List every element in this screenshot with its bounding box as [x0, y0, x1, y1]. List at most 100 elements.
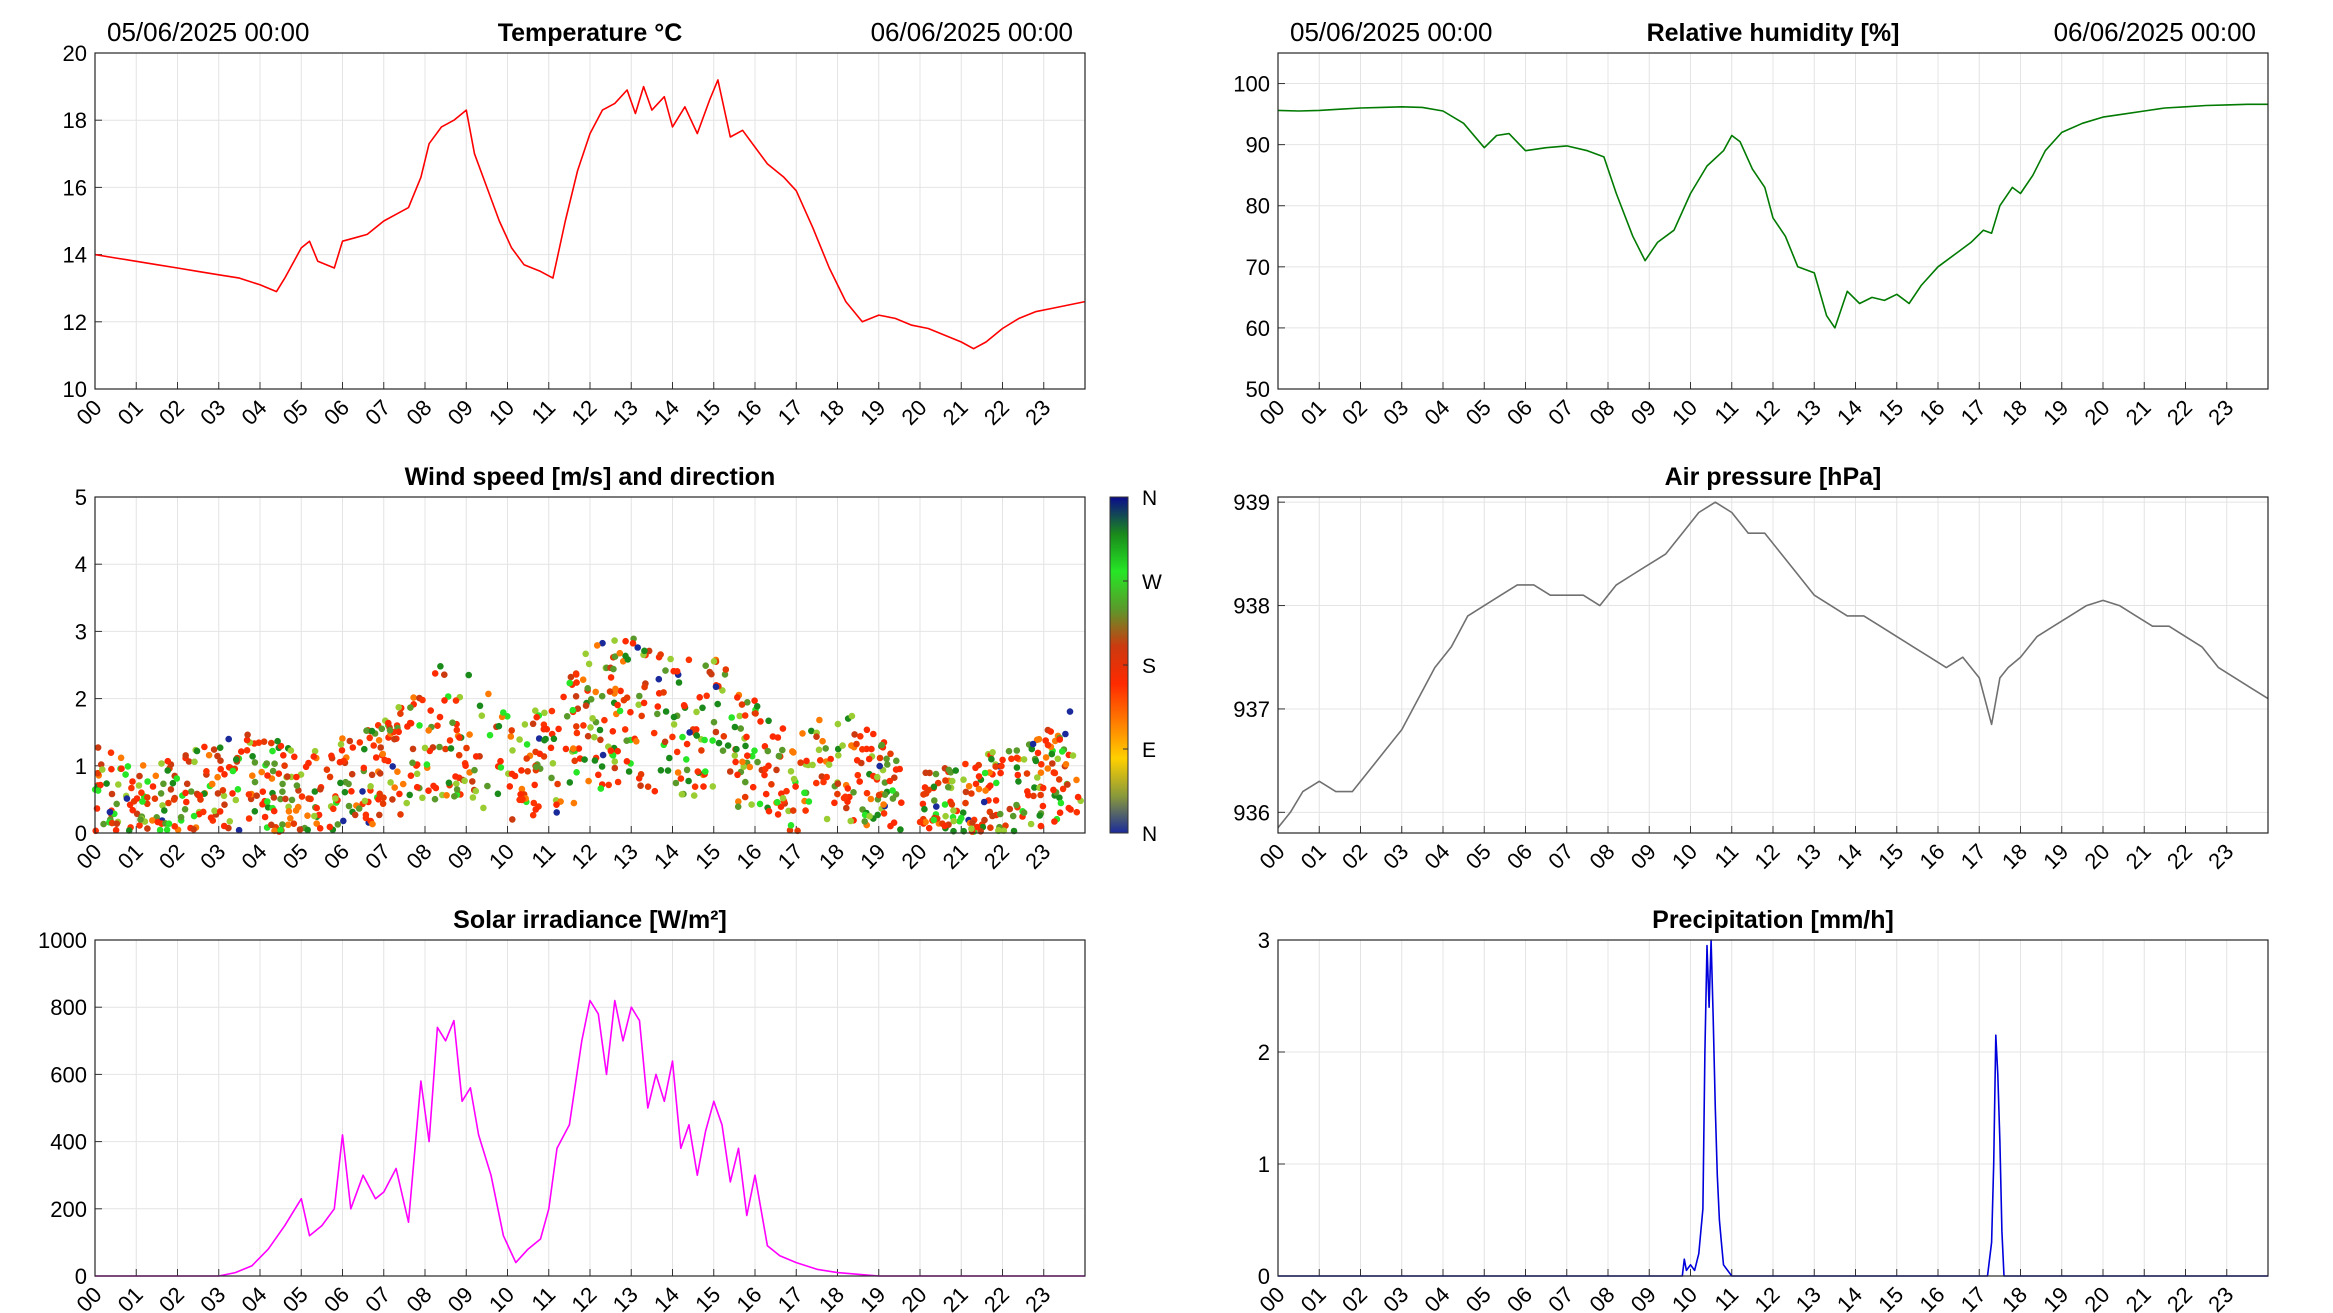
wind-point: [264, 772, 271, 779]
wind-point: [1059, 785, 1067, 793]
wind-point: [396, 790, 403, 798]
pressure-series-line: [1277, 501, 2269, 829]
wind-point: [349, 744, 357, 751]
wind-point: [367, 783, 374, 790]
humidity-x-tick-label: 20: [2080, 395, 2115, 430]
wind-x-tick-label: 09: [443, 839, 478, 874]
wind-point: [245, 815, 253, 822]
wind-point: [797, 759, 804, 766]
wind-point: [139, 762, 147, 769]
humidity-x-tick-label: 21: [2121, 395, 2156, 430]
wind-point: [609, 728, 617, 735]
wind-point: [655, 675, 663, 683]
wind-point: [584, 732, 592, 740]
precipitation-x-tick-label: 10: [1667, 1282, 1702, 1313]
wind-point: [744, 752, 751, 759]
temperature-x-tick-label: 02: [154, 395, 189, 430]
wind-point: [361, 745, 368, 753]
wind-point: [164, 757, 172, 765]
wind-point: [124, 763, 132, 770]
wind-point: [425, 727, 433, 734]
wind-point: [952, 767, 959, 774]
wind-point: [226, 818, 234, 825]
wind-point: [389, 796, 396, 803]
wind-point: [419, 794, 426, 802]
wind-point: [861, 818, 868, 825]
solar-x-tick-label: 02: [154, 1282, 189, 1313]
wind-point: [779, 746, 786, 754]
wind-point: [214, 790, 222, 797]
wind-point: [196, 792, 204, 799]
wind-x-tick-label: 02: [154, 839, 189, 874]
wind-point: [553, 809, 560, 816]
wind-point: [461, 777, 468, 785]
wind-point: [898, 799, 905, 806]
wind-point: [569, 706, 577, 714]
wind-point: [941, 801, 949, 808]
wind-point: [108, 765, 115, 773]
wind-point: [584, 685, 591, 692]
wind-point: [403, 799, 411, 807]
wind-point: [741, 712, 749, 719]
wind-point: [376, 811, 383, 819]
wind-point: [848, 742, 855, 749]
wind-point: [786, 827, 794, 834]
wind-point: [495, 722, 503, 730]
wind-point: [387, 779, 394, 786]
wind-point: [431, 670, 439, 677]
colorbar-tick-label: W: [1142, 571, 1162, 594]
wind-point: [975, 773, 983, 780]
wind-point: [462, 762, 469, 769]
wind-point: [567, 673, 575, 681]
wind-point: [702, 662, 709, 669]
temperature-axes-frame: [94, 52, 1086, 390]
wind-point: [701, 736, 708, 744]
wind-point: [611, 764, 619, 772]
wind-point: [575, 745, 583, 752]
wind-point: [662, 667, 669, 674]
wind-point: [533, 713, 540, 721]
wind-point: [752, 710, 759, 717]
temperature-x-tick-label: 23: [1020, 395, 1055, 430]
wind-point: [581, 756, 588, 763]
wind-point: [277, 795, 284, 803]
precipitation-y-tick-label: 0: [1258, 1264, 1270, 1289]
wind-point: [975, 785, 983, 793]
wind-axes-frame: [94, 496, 1086, 834]
wind-point: [693, 732, 700, 739]
wind-point: [279, 780, 286, 788]
wind-point: [255, 739, 263, 746]
temperature-x-tick-label: 12: [567, 395, 602, 430]
wind-point: [589, 715, 596, 722]
temperature-y-tick-label: 12: [63, 310, 87, 335]
wind-point: [834, 790, 841, 798]
wind-point: [753, 703, 761, 710]
wind-point: [734, 771, 741, 779]
wind-x-tick-label: 12: [567, 839, 602, 874]
humidity-x-tick-label: 13: [1791, 395, 1826, 430]
wind-point: [859, 746, 866, 753]
precipitation-x-tick-label: 07: [1543, 1282, 1578, 1313]
temperature-y-tick-label: 16: [63, 175, 87, 200]
precipitation-y-tick-label: 2: [1258, 1040, 1270, 1065]
wind-point: [469, 778, 476, 785]
wind-point: [950, 817, 958, 825]
wind-point: [1030, 792, 1037, 800]
wind-point: [751, 747, 758, 754]
wind-point: [774, 798, 781, 806]
pressure-y-tick-label: 939: [1233, 490, 1270, 515]
precipitation-x-tick-label: 12: [1750, 1282, 1785, 1313]
wind-point: [779, 725, 787, 732]
wind-point: [183, 798, 190, 806]
wind-point: [529, 811, 537, 819]
wind-point: [714, 700, 721, 708]
wind-point: [497, 764, 505, 771]
wind-point: [348, 770, 356, 778]
wind-point: [857, 733, 864, 740]
wind-point: [351, 811, 359, 819]
solar-y-tick-label: 200: [50, 1197, 87, 1222]
wind-point: [395, 728, 403, 736]
wind-point: [346, 737, 354, 745]
wind-point: [507, 733, 515, 740]
